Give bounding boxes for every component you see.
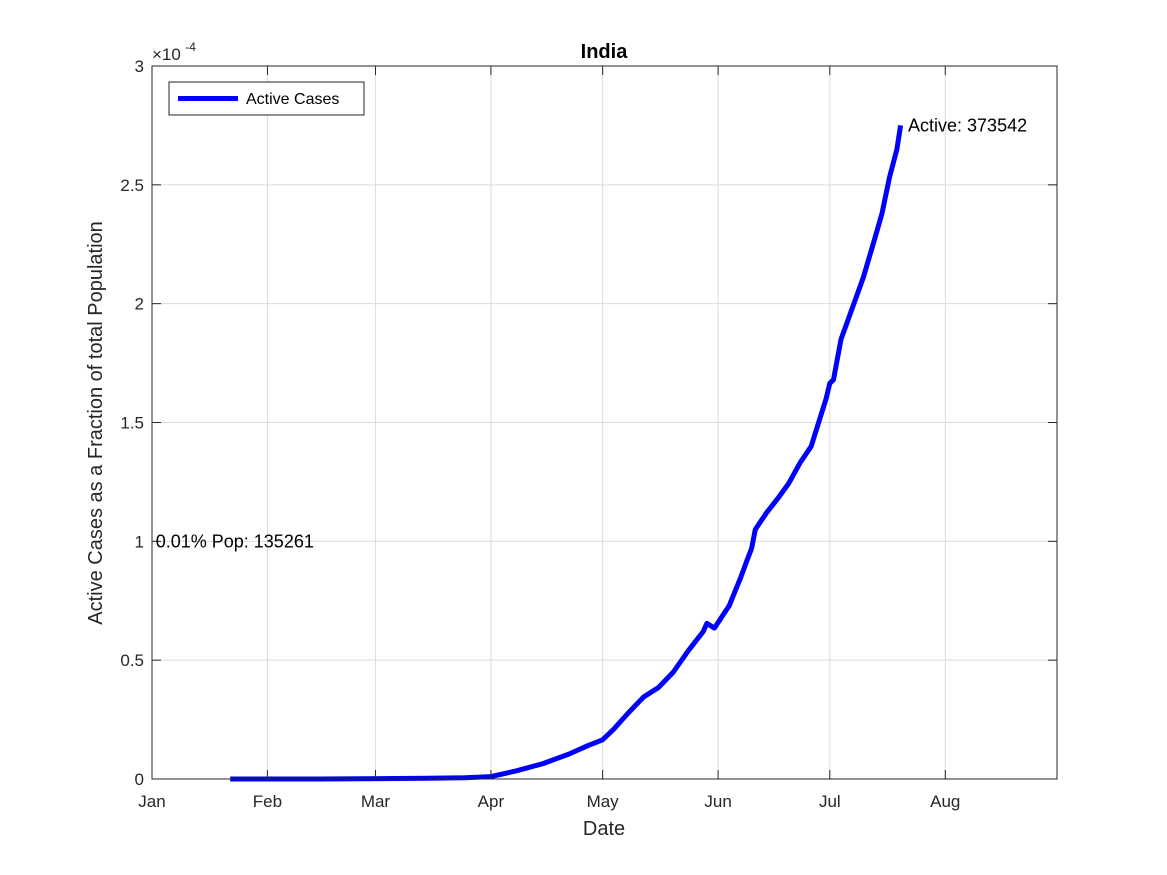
y-tick-label: 0.5	[120, 651, 144, 670]
y-tick-label: 2.5	[120, 176, 144, 195]
y-tick-label: 2	[135, 295, 144, 314]
y-tick-label: 1.5	[120, 414, 144, 433]
x-tick-label: Apr	[478, 792, 505, 811]
x-tick-label: Feb	[253, 792, 282, 811]
ticks: Jan Feb Mar Apr May Jun Jul Aug 0 0.5 1 1.5 2 2.5 3	[120, 57, 1057, 811]
grid	[152, 66, 1057, 779]
y-tick-label: 0	[135, 770, 144, 789]
series-line-active-cases	[230, 125, 904, 782]
population-threshold-annotation: 0.01% Pop: 135261	[156, 531, 314, 551]
x-tick-label: Aug	[930, 792, 960, 811]
y-axis-label: Active Cases as a Fraction of total Popu…	[85, 221, 107, 625]
x-tick-label: Jan	[138, 792, 165, 811]
y-exponent: ×10 -4	[152, 40, 196, 64]
x-tick-label: Jun	[704, 792, 731, 811]
y-tick-label: 1	[135, 532, 144, 551]
x-tick-label: May	[587, 792, 620, 811]
active-count-annotation: Active: 373542	[908, 115, 1027, 135]
legend: Active Cases	[168, 81, 365, 116]
legend-label: Active Cases	[246, 91, 339, 108]
y-exponent-base: ×10	[152, 45, 181, 64]
chart-title: India	[581, 41, 629, 63]
x-tick-label: Mar	[361, 792, 391, 811]
x-tick-label: Jul	[819, 792, 841, 811]
series-layer	[230, 125, 904, 782]
x-axis-label: Date	[583, 818, 625, 840]
y-tick-label: 3	[135, 57, 144, 76]
y-exponent-power: -4	[185, 40, 196, 54]
annotations: Active: 373542 0.01% Pop: 135261	[156, 115, 1027, 551]
